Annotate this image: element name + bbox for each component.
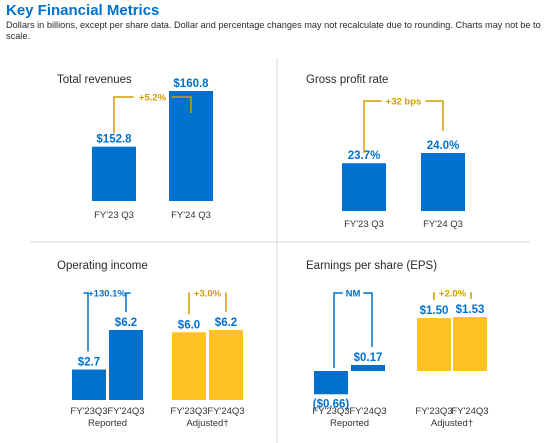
data-label: $152.8: [96, 134, 132, 146]
tick-label: FY'24 Q3: [171, 210, 211, 221]
bar: [72, 369, 106, 400]
change-bracket-right: [425, 100, 444, 131]
tick-label: FY'24Q3: [107, 406, 144, 417]
tick-label: FY'23Q3: [415, 406, 452, 417]
change-label: +5.2%: [139, 93, 167, 104]
chart-title: Operating income: [57, 260, 148, 272]
tick-label: FY'23Q3: [312, 406, 349, 417]
change-bracket-right: [125, 292, 131, 312]
data-label: $2.7: [78, 357, 100, 369]
data-label: $6.2: [115, 317, 137, 329]
chart-title: Earnings per share (EPS): [306, 260, 437, 272]
tick-label: FY'24 Q3: [423, 219, 463, 230]
group-label: Reported: [88, 418, 127, 429]
tick-label: FY'24Q3: [451, 406, 488, 417]
data-label: $6.2: [215, 317, 237, 329]
change-bracket-left: [333, 292, 343, 368]
tick-label: FY'23 Q3: [344, 219, 384, 230]
bar: [109, 330, 143, 400]
bar: [92, 146, 136, 201]
page-title: Key Financial Metrics: [6, 2, 160, 19]
change-label: +2.0%: [439, 289, 467, 300]
data-label: $0.17: [354, 352, 383, 364]
page-subtitle: Dollars in billions, except per share da…: [6, 20, 541, 41]
tick-label: FY'23 Q3: [94, 210, 134, 221]
change-bracket-left: [363, 100, 382, 153]
group-label: Reported: [330, 418, 369, 429]
tick-label: FY'23Q3: [170, 406, 207, 417]
bar: [453, 317, 487, 371]
tick-label: FY'24Q3: [207, 406, 244, 417]
data-label: $6.0: [178, 319, 200, 331]
change-bracket-left: [113, 96, 134, 133]
data-label: ($0.66): [313, 398, 350, 410]
data-label: $160.8: [173, 78, 209, 90]
change-label: +3.0%: [194, 289, 222, 300]
change-bracket-right: [363, 292, 373, 347]
data-label: $1.53: [456, 304, 485, 316]
change-bracket-right: [225, 292, 227, 312]
group-label: Adjusted†: [431, 418, 473, 429]
data-label: 23.7%: [348, 150, 381, 162]
group-label: Adjusted†: [186, 418, 228, 429]
tick-label: FY'24Q3: [349, 406, 386, 417]
change-bracket-left: [433, 292, 435, 301]
data-label: $1.50: [420, 305, 449, 317]
change-label: +32 bps: [386, 97, 422, 108]
bar: [172, 332, 206, 400]
bar: [351, 365, 385, 371]
change-bracket-left: [83, 292, 89, 352]
tick-label: FY'23Q3: [70, 406, 107, 417]
change-label: +130.1%: [88, 289, 126, 300]
change-bracket-left: [188, 292, 190, 315]
chart-title: Total revenues: [57, 74, 132, 86]
bar: [342, 163, 386, 211]
chart-title: Gross profit rate: [306, 74, 388, 86]
bar: [417, 318, 451, 371]
change-bracket-right: [470, 292, 472, 299]
data-label: 24.0%: [427, 140, 460, 152]
change-bracket-right: [171, 96, 192, 113]
bar: [314, 371, 348, 395]
bar: [421, 153, 465, 211]
bar: [209, 330, 243, 400]
change-label: NM: [346, 289, 361, 300]
